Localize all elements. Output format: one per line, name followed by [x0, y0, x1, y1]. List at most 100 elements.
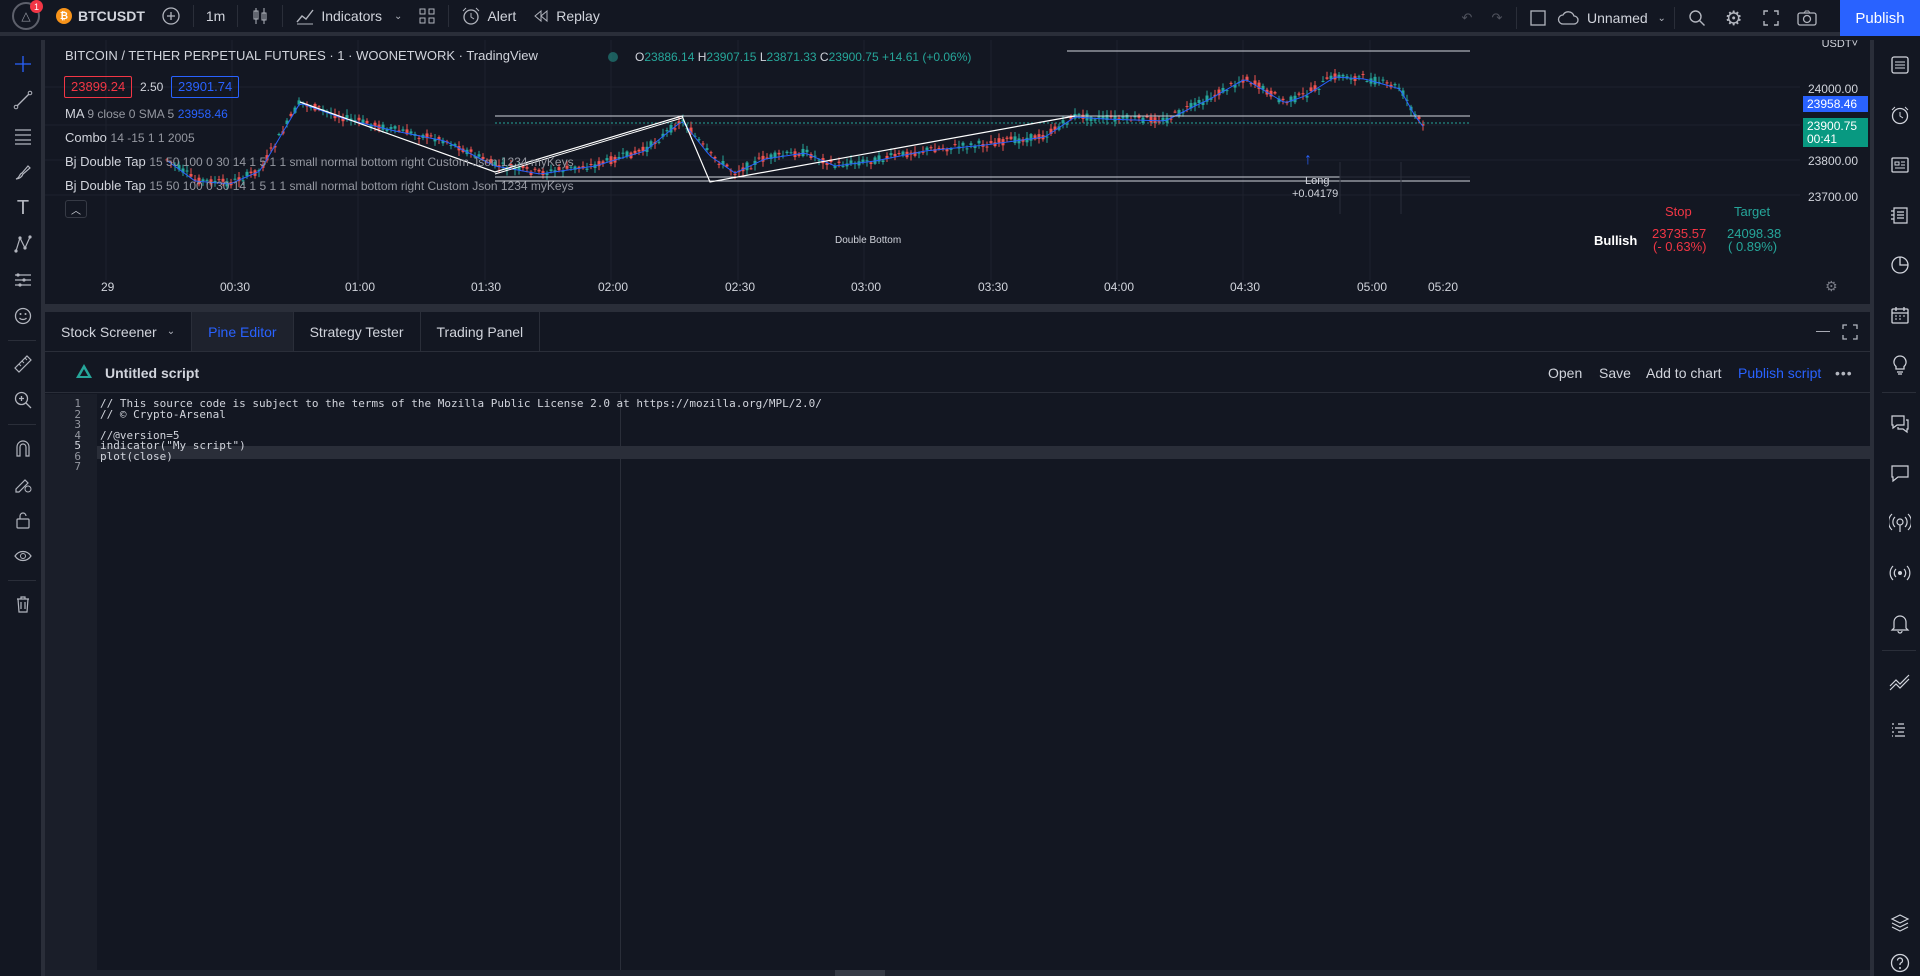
add-to-chart-button[interactable]: Add to chart	[1646, 365, 1722, 381]
candle-body	[525, 167, 529, 169]
gear-icon[interactable]: ⚙	[1724, 7, 1743, 30]
panel-resize-handle[interactable]	[45, 304, 1870, 312]
ohlc-close: 23900.75	[828, 50, 879, 64]
tab-stock-screener[interactable]: Stock Screener ⌄	[45, 312, 193, 351]
crosshair-icon[interactable]	[11, 52, 35, 76]
candle-body	[381, 124, 385, 130]
legend-combo[interactable]: Combo 14 -15 1 1 2005	[65, 130, 195, 145]
fib-retracement-icon[interactable]	[11, 124, 35, 148]
ruler-icon[interactable]	[11, 352, 35, 376]
zoom-in-icon[interactable]	[11, 388, 35, 412]
symbol-search-button[interactable]: ₿ BTCUSDT	[48, 0, 153, 34]
user-avatar[interactable]: △ 1	[12, 0, 43, 30]
horizontal-scrollbar[interactable]	[45, 970, 1870, 976]
currency-selector[interactable]: USDT˅	[1822, 40, 1858, 50]
templates-button[interactable]	[410, 0, 444, 34]
notifications-bell-icon[interactable]	[1887, 610, 1913, 636]
brush-icon[interactable]	[11, 160, 35, 184]
code-line[interactable]: plot(close)	[100, 449, 173, 463]
chat-bubble-icon[interactable]	[1887, 460, 1913, 486]
time-axis[interactable]: 29 00:30 01:00 01:30 02:00 02:30 03:00 0…	[45, 280, 1800, 304]
save-script-button[interactable]: Save	[1599, 365, 1631, 381]
more-options-icon[interactable]: •••	[1835, 365, 1853, 381]
candle-body	[501, 162, 505, 164]
stay-in-drawing-mode-icon[interactable]	[11, 472, 35, 496]
tab-pine-editor[interactable]: Pine Editor	[192, 312, 294, 351]
camera-icon[interactable]	[1789, 9, 1825, 27]
chart-type-button[interactable]	[242, 0, 278, 34]
watchlist-icon[interactable]	[1887, 52, 1913, 78]
interval-button[interactable]: 1m	[205, 8, 226, 24]
magnet-icon[interactable]	[11, 436, 35, 460]
redo-icon[interactable]: ↷	[1491, 10, 1503, 25]
chart-pane[interactable]: BITCOIN / TETHER PERPETUAL FUTURES · 1 ·…	[45, 40, 1870, 304]
streams-icon[interactable]	[1887, 510, 1913, 536]
broadcast-icon[interactable]	[1887, 560, 1913, 586]
hotlist-icon[interactable]	[1887, 202, 1913, 228]
eye-icon[interactable]	[11, 544, 35, 568]
buy-price-button[interactable]: 23901.74	[171, 76, 240, 98]
ma-price-tag: 23958.46	[1803, 96, 1868, 112]
publish-button[interactable]: Publish	[1840, 0, 1920, 36]
forecast-icon[interactable]	[11, 268, 35, 292]
price-label: 23800.00	[1807, 154, 1858, 168]
depth-of-market-icon[interactable]	[1887, 718, 1913, 744]
alert-button[interactable]: Alert	[453, 0, 524, 34]
search-icon[interactable]	[1679, 9, 1715, 27]
open-script-button[interactable]: Open	[1548, 365, 1583, 381]
code-line[interactable]: // This source code is subject to the te…	[100, 397, 822, 410]
minimize-panel-icon[interactable]: —	[1816, 322, 1830, 338]
code-line[interactable]: indicator("My script")	[100, 439, 246, 452]
trash-icon[interactable]	[11, 592, 35, 616]
collapse-legend-button[interactable]: ︿	[65, 200, 87, 218]
calendar-icon[interactable]	[1887, 302, 1913, 328]
layout-square-icon[interactable]	[1521, 9, 1555, 27]
layout-name-button[interactable]: Unnamed	[1587, 10, 1648, 26]
tab-trading-panel[interactable]: Trading Panel	[421, 312, 541, 351]
code-editor[interactable]: 1 // This source code is subject to the t…	[45, 394, 1870, 976]
candle-body	[601, 161, 605, 164]
compare-button[interactable]	[153, 0, 189, 34]
maximize-panel-icon[interactable]	[1842, 324, 1858, 343]
candle-body	[1077, 113, 1081, 115]
publish-script-button[interactable]: Publish script	[1738, 365, 1822, 381]
pattern-icon[interactable]	[11, 232, 35, 256]
line-number-gutter	[45, 394, 97, 976]
chats-icon[interactable]	[1887, 410, 1913, 436]
trend-line-icon[interactable]	[11, 88, 35, 112]
emoji-icon[interactable]	[11, 304, 35, 328]
alerts-clock-icon[interactable]	[1887, 102, 1913, 128]
sell-price-button[interactable]: 23899.24	[64, 76, 133, 98]
fullscreen-icon[interactable]	[1753, 9, 1789, 27]
data-window-icon[interactable]	[1887, 152, 1913, 178]
time-label: 04:00	[1104, 280, 1135, 294]
legend-bj-double-tap-2[interactable]: Bj Double Tap 15 50 100 0 30 14 1 5 1 1 …	[65, 178, 574, 193]
chevron-down-icon[interactable]: ⌄	[1657, 12, 1666, 24]
candle-body	[533, 168, 537, 170]
candle-body	[885, 155, 889, 159]
price-axis[interactable]: USDT˅ 24000.00 23958.46 23900.75 00:41 2…	[1800, 40, 1870, 304]
code-line[interactable]: //@version=5	[100, 428, 180, 442]
scrollbar-thumb[interactable]	[835, 970, 885, 976]
trading-panel-chart-icon[interactable]	[1887, 668, 1913, 694]
ideas-lightbulb-icon[interactable]	[1887, 352, 1913, 378]
object-tree-layers-icon[interactable]	[1887, 910, 1913, 936]
lock-icon[interactable]	[11, 508, 35, 532]
chart-settings-gear-icon[interactable]: ⚙	[1825, 278, 1838, 294]
target-header: Target	[1734, 204, 1771, 219]
candle-body	[1097, 115, 1101, 118]
price-chart-canvas[interactable]	[45, 40, 1870, 304]
tab-strategy-tester[interactable]: Strategy Tester	[294, 312, 421, 351]
text-icon[interactable]: T	[16, 196, 30, 219]
candle-body	[625, 151, 629, 157]
legend-ma[interactable]: MA 9 close 0 SMA 5 23958.46	[65, 106, 228, 121]
replay-button[interactable]: Replay	[524, 0, 608, 34]
candle-body	[1121, 115, 1125, 119]
indicators-button[interactable]: Indicators ⌄	[287, 0, 410, 34]
legend-bj-double-tap-1[interactable]: Bj Double Tap 15 50 100 0 30 14 1 5 1 1 …	[65, 154, 574, 169]
help-icon[interactable]	[1887, 950, 1913, 976]
code-line[interactable]: // © Crypto-Arsenal	[100, 407, 226, 421]
calendar-pie-icon[interactable]	[1887, 252, 1913, 278]
script-title[interactable]: Untitled script	[105, 364, 200, 381]
undo-icon[interactable]: ↶	[1461, 10, 1473, 25]
